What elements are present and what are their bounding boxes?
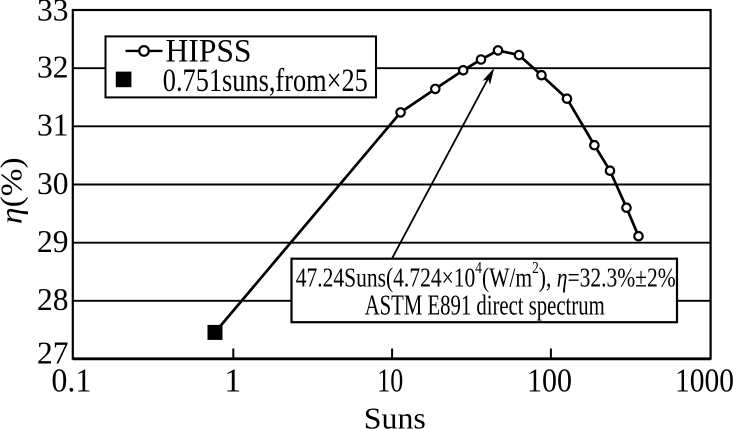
svg-text:29: 29 [37, 223, 69, 259]
svg-text:31: 31 [37, 107, 69, 143]
svg-text:1: 1 [224, 363, 241, 400]
svg-text:32: 32 [37, 49, 69, 85]
svg-text:Suns: Suns [364, 400, 426, 429]
svg-text:HIPSS: HIPSS [166, 33, 252, 69]
svg-text:1000: 1000 [675, 363, 734, 400]
svg-text:100: 100 [527, 363, 572, 400]
svg-text:28: 28 [37, 281, 69, 317]
svg-text:30: 30 [37, 165, 69, 201]
svg-text:47.24Suns(4.724×104(W/m2), η=3: 47.24Suns(4.724×104(W/m2), η=32.3%±2% [296, 258, 676, 293]
svg-text:η(%): η(%) [0, 157, 29, 224]
svg-text:27: 27 [37, 335, 69, 371]
svg-text:ASTM E891 direct spectrum: ASTM E891 direct spectrum [365, 289, 605, 321]
svg-text:0.751suns,from×25: 0.751suns,from×25 [163, 63, 368, 99]
svg-text:10: 10 [377, 363, 403, 400]
svg-text:0.1: 0.1 [51, 363, 91, 400]
svg-text:33: 33 [37, 0, 69, 28]
